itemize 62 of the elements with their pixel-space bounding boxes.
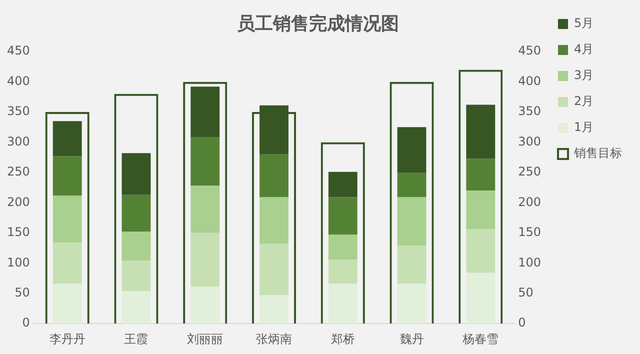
bar (328, 234, 358, 260)
bar (397, 284, 426, 324)
y-tick-label: 350 (7, 104, 30, 118)
bar (190, 286, 220, 324)
bar (260, 197, 288, 244)
legend-label: 5月 (574, 16, 594, 30)
x-tick-label: 王霞 (124, 332, 148, 346)
y-tick-label: 150 (7, 225, 30, 240)
y2-tick-label: 50 (518, 286, 534, 300)
x-tick-label: 刘丽丽 (187, 332, 224, 346)
bar (466, 190, 496, 230)
bar (122, 290, 151, 324)
y-tick-label: 100 (7, 255, 30, 270)
bar (122, 194, 151, 232)
bar (466, 272, 496, 324)
legend-label: 1月 (574, 120, 594, 134)
y2-tick-label: 300 (518, 134, 541, 148)
y-tick-label: 50 (14, 286, 30, 300)
x-tick-label: 李丹丹 (49, 332, 86, 346)
y2-tick-label: 200 (518, 194, 541, 209)
bar (52, 284, 82, 324)
bar (466, 158, 496, 191)
legend-label: 2月 (574, 94, 594, 108)
bar (397, 197, 426, 246)
y-tick-label: 0 (22, 316, 30, 330)
y-tick-label: 400 (7, 74, 30, 88)
x-tick-label: 张炳南 (256, 332, 292, 346)
bar (190, 137, 220, 186)
bar (122, 232, 151, 261)
bar (260, 244, 288, 296)
bar (190, 186, 220, 233)
bar (190, 232, 220, 287)
x-tick-label: 郑桥 (330, 332, 355, 346)
bar (328, 284, 358, 324)
chart-title: 员工销售完成情况图 (236, 13, 399, 34)
y-tick-label: 200 (7, 194, 30, 209)
bar (260, 295, 288, 324)
bar (52, 156, 82, 196)
bar (52, 242, 82, 284)
y-tick-label: 450 (7, 44, 30, 58)
bar (466, 229, 496, 273)
legend-label: 销售目标 (573, 146, 622, 160)
y-tick-label: 300 (7, 134, 30, 148)
bar (397, 246, 426, 284)
y-tick-label: 250 (7, 164, 30, 179)
bar (328, 260, 358, 284)
y2-tick-label: 400 (518, 74, 541, 88)
y2-tick-label: 0 (518, 316, 526, 330)
bar (122, 260, 151, 291)
x-tick-label: 杨春雪 (462, 332, 499, 346)
x-tick-label: 魏丹 (400, 332, 424, 346)
y2-tick-label: 100 (518, 255, 541, 270)
y2-tick-label: 150 (518, 225, 541, 240)
bar (52, 195, 82, 243)
bar (397, 172, 426, 198)
bar (260, 154, 288, 198)
y2-tick-label: 250 (518, 164, 541, 179)
legend-label: 4月 (574, 42, 594, 56)
y2-tick-label: 450 (518, 44, 541, 58)
legend-label: 3月 (574, 68, 594, 82)
y2-tick-label: 350 (518, 104, 541, 118)
bar (328, 197, 358, 235)
